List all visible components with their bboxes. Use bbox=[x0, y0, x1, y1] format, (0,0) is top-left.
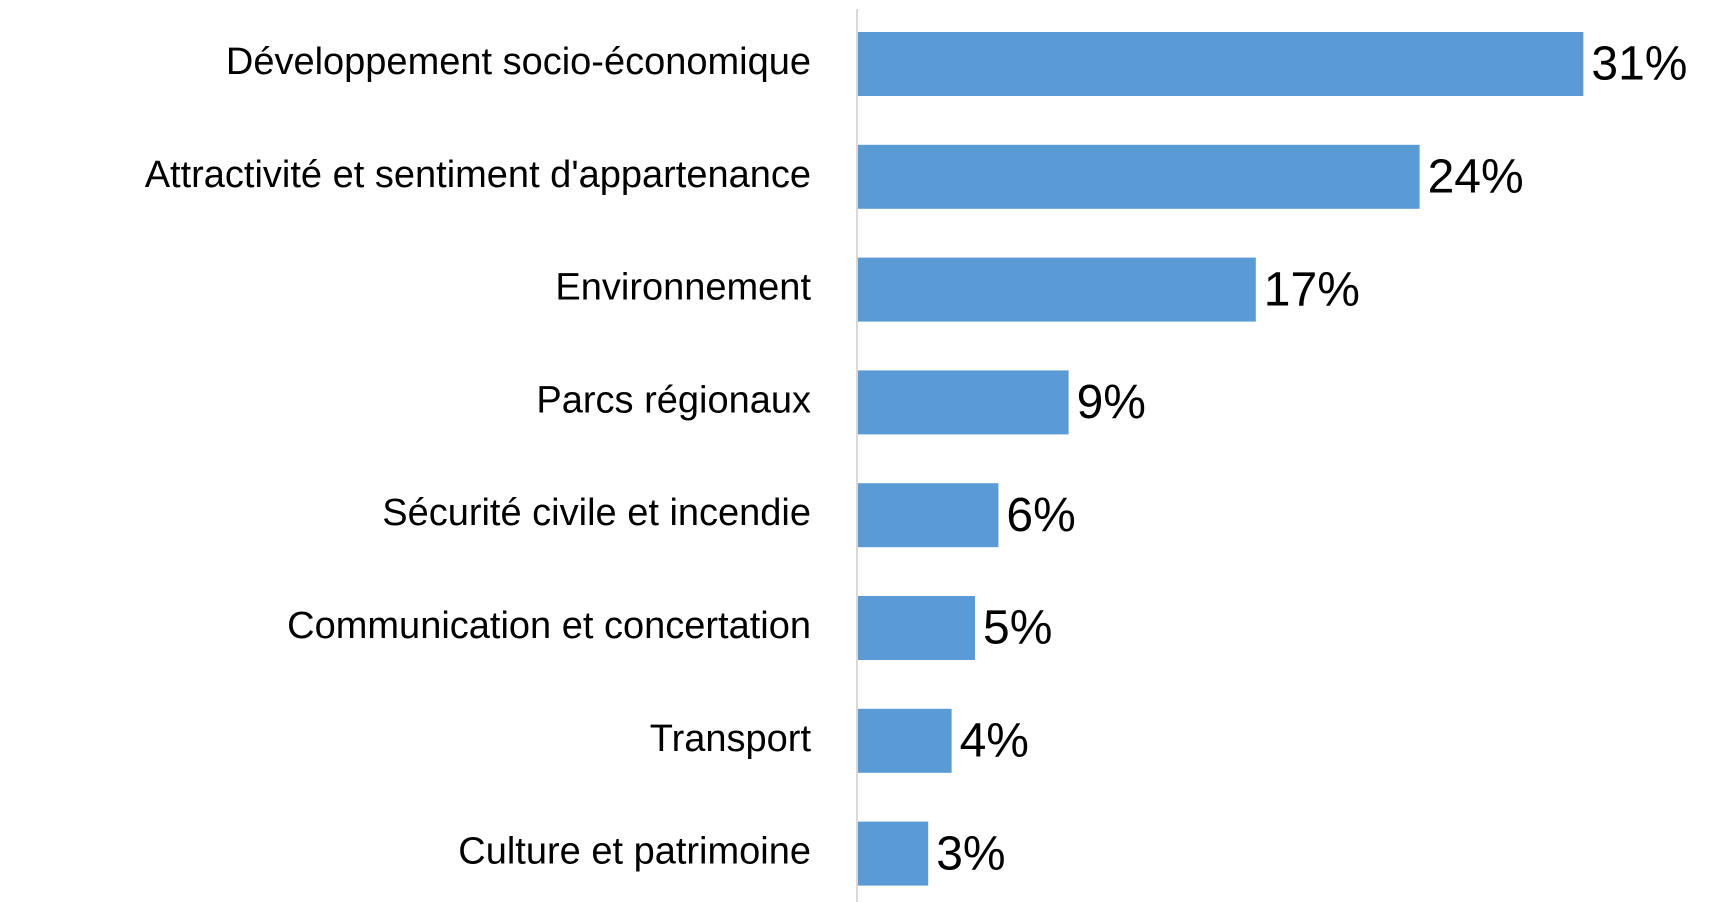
category-label: Transport bbox=[650, 718, 812, 760]
data-label: 9% bbox=[1077, 376, 1146, 429]
data-label: 3% bbox=[936, 827, 1005, 880]
data-label: 24% bbox=[1428, 150, 1524, 203]
category-label: Parcs régionaux bbox=[536, 379, 811, 421]
category-label: Développement socio-économique bbox=[226, 41, 811, 83]
data-label: 31% bbox=[1591, 38, 1687, 91]
bar bbox=[858, 596, 975, 660]
bar bbox=[858, 32, 1584, 96]
bar bbox=[858, 144, 1420, 209]
bar bbox=[858, 708, 952, 773]
data-label: 6% bbox=[1006, 489, 1075, 542]
data-label: 17% bbox=[1264, 263, 1360, 316]
bar bbox=[858, 821, 929, 886]
bar bbox=[858, 257, 1256, 322]
data-label: 4% bbox=[960, 714, 1029, 767]
bar bbox=[858, 483, 999, 548]
category-label: Culture et patrimoine bbox=[458, 831, 811, 873]
category-label: Sécurité civile et incendie bbox=[382, 492, 811, 534]
category-label: Attractivité et sentiment d'appartenance bbox=[145, 154, 811, 196]
data-label: 5% bbox=[983, 602, 1052, 655]
category-label: Communication et concertation bbox=[287, 605, 811, 647]
bar bbox=[858, 370, 1069, 435]
category-label: Environnement bbox=[555, 267, 811, 309]
